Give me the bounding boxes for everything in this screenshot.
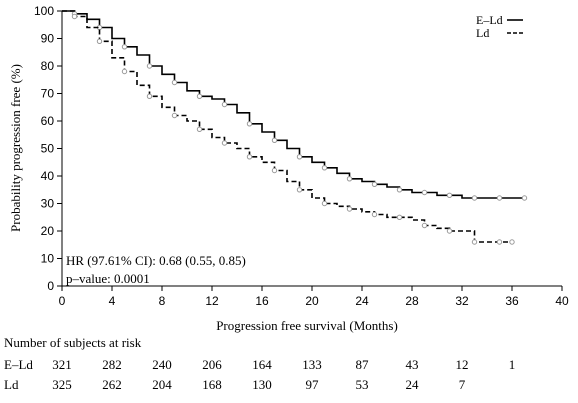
risk-cell: 168 <box>202 377 222 392</box>
censor-mark <box>196 126 203 133</box>
censor-mark <box>221 101 228 108</box>
y-tick-label: 80 <box>41 59 55 73</box>
risk-cell: 204 <box>152 377 172 392</box>
annotations: HR (97.61% CI): 0.68 (0.55, 0.85) p–valu… <box>66 253 246 286</box>
censor-mark <box>396 187 403 193</box>
censor-mark <box>321 200 328 207</box>
x-tick-label: 20 <box>305 294 319 308</box>
x-tick-label: 24 <box>355 294 369 308</box>
series-line-eld <box>62 10 525 199</box>
risk-cell: 164 <box>252 357 272 372</box>
y-axis-title: Probability progression free (%) <box>8 64 23 232</box>
y-tick-label: 40 <box>41 169 55 183</box>
x-tick-label: 4 <box>109 294 116 308</box>
risk-cell: 206 <box>202 357 222 372</box>
risk-cell: 262 <box>102 377 122 392</box>
censor-mark <box>296 187 303 193</box>
risk-cell: 325 <box>52 377 72 392</box>
y-tick-label: 0 <box>47 279 54 293</box>
censor-mark <box>446 192 453 199</box>
censor-mark <box>496 195 503 201</box>
x-tick-label: 28 <box>405 294 419 308</box>
y-tick-label: 100 <box>34 4 54 18</box>
y-tick-label: 20 <box>41 224 55 238</box>
y-tick-label: 70 <box>41 87 55 101</box>
y-tick-label: 60 <box>41 114 55 128</box>
y-tick-label: 90 <box>41 32 55 46</box>
censor-mark <box>346 206 353 212</box>
censor-mark <box>471 195 478 201</box>
axes: 0 4 8 12 16 20 24 28 32 36 40 0 10 20 30 40 50 60 70 80 90 10… <box>34 4 569 308</box>
censor-mark <box>121 68 128 75</box>
risk-row-label: E–Ld <box>4 357 33 372</box>
censor-mark <box>296 154 303 160</box>
y-tick-label: 30 <box>41 197 55 211</box>
censor-mark <box>246 154 253 160</box>
censor-mark <box>196 93 203 100</box>
x-tick-label: 36 <box>505 294 519 308</box>
censor-mark <box>396 214 403 221</box>
risk-cell: 240 <box>152 357 172 372</box>
censor-mark <box>171 112 178 119</box>
risk-cell: 97 <box>306 377 320 392</box>
censor-mark <box>171 79 178 86</box>
risk-cell: 43 <box>406 357 419 372</box>
risk-cell: 53 <box>356 377 369 392</box>
risk-cell: 130 <box>252 377 272 392</box>
censor-mark <box>371 211 378 218</box>
x-tick-label: 0 <box>59 294 66 308</box>
censor-mark <box>221 140 228 146</box>
x-axis-title: Progression free survival (Months) <box>216 318 398 333</box>
risk-table: Number of subjects at risk E–Ld 321 282 240… <box>4 335 515 392</box>
risk-cell: 133 <box>302 357 322 372</box>
censor-mark <box>421 222 428 229</box>
censor-mark <box>96 38 103 44</box>
censor-mark <box>146 93 153 100</box>
censor-mark <box>146 63 153 69</box>
censor-mark <box>371 181 378 188</box>
censor-mark <box>446 228 453 234</box>
hr-annotation: HR (97.61% CI): 0.68 (0.55, 0.85) <box>66 253 246 268</box>
censor-mark <box>271 167 278 174</box>
censor-mark <box>509 239 515 245</box>
censor-mark <box>496 239 503 245</box>
series-line-ld <box>62 10 512 243</box>
risk-cell: 282 <box>102 357 122 372</box>
censor-mark <box>271 137 278 144</box>
censor-mark <box>421 189 428 196</box>
risk-cell: 1 <box>509 357 516 372</box>
y-tick-label: 10 <box>41 252 55 266</box>
censor-mark <box>471 239 478 245</box>
risk-cell: 87 <box>356 357 370 372</box>
x-tick-label: 16 <box>255 294 269 308</box>
risk-table-title: Number of subjects at risk <box>4 335 142 350</box>
x-tick-label: 40 <box>555 294 569 308</box>
y-tick-label: 50 <box>41 142 55 156</box>
risk-cell: 12 <box>456 357 469 372</box>
censor-mark <box>121 44 128 50</box>
x-tick-label: 8 <box>159 294 166 308</box>
series-group <box>62 10 528 245</box>
x-tick-label: 12 <box>205 294 219 308</box>
censor-mark <box>321 165 328 171</box>
censor-mark <box>246 121 253 127</box>
x-tick-label: 32 <box>455 294 469 308</box>
risk-cell: 7 <box>459 377 466 392</box>
censor-mark <box>521 195 528 201</box>
censor-mark <box>346 176 353 182</box>
risk-cell: 24 <box>406 377 420 392</box>
risk-row-label: Ld <box>4 377 19 392</box>
censor-mark <box>71 13 78 20</box>
pvalue-annotation: p–value: 0.0001 <box>66 271 150 286</box>
legend-label: E–Ld <box>476 13 503 27</box>
risk-cell: 321 <box>52 357 72 372</box>
legend-label: Ld <box>476 26 489 40</box>
